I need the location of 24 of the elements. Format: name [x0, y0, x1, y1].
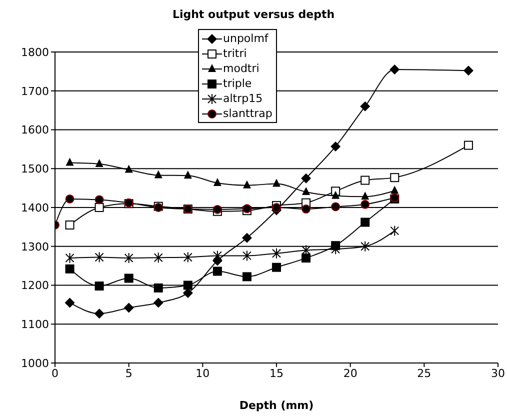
chart-title: Light output versus depth — [171, 8, 336, 21]
y-tick-label: 1500 — [21, 162, 49, 176]
y-tick-label: 1000 — [21, 356, 49, 370]
y-tick-label: 1800 — [21, 46, 49, 59]
y-tick-label: 1300 — [21, 240, 49, 254]
x-tick-label: 5 — [125, 366, 132, 380]
legend-label: triple — [223, 77, 252, 90]
x-tick-label: 20 — [343, 366, 358, 380]
legend-label: modtri — [223, 62, 260, 75]
y-tick-label: 1100 — [21, 318, 49, 332]
y-tick-label: 1600 — [21, 124, 49, 137]
legend-label: tritri — [223, 47, 247, 60]
y-tick-label: 1700 — [21, 84, 49, 98]
x-tick-label: 0 — [52, 366, 58, 380]
y-tick-label: 1200 — [21, 279, 49, 292]
legend-label: unpolmf — [223, 32, 268, 45]
legend-label: altrp15 — [223, 92, 263, 105]
x-tick-label: 15 — [270, 366, 284, 380]
x-tick-label: 25 — [417, 366, 432, 380]
x-tick-label: 30 — [491, 366, 505, 380]
y-tick-label: 1400 — [21, 201, 49, 214]
x-axis-title: Depth (mm) — [239, 399, 314, 412]
x-tick-label: 10 — [196, 366, 210, 380]
legend-label: slanttrap — [223, 107, 272, 120]
